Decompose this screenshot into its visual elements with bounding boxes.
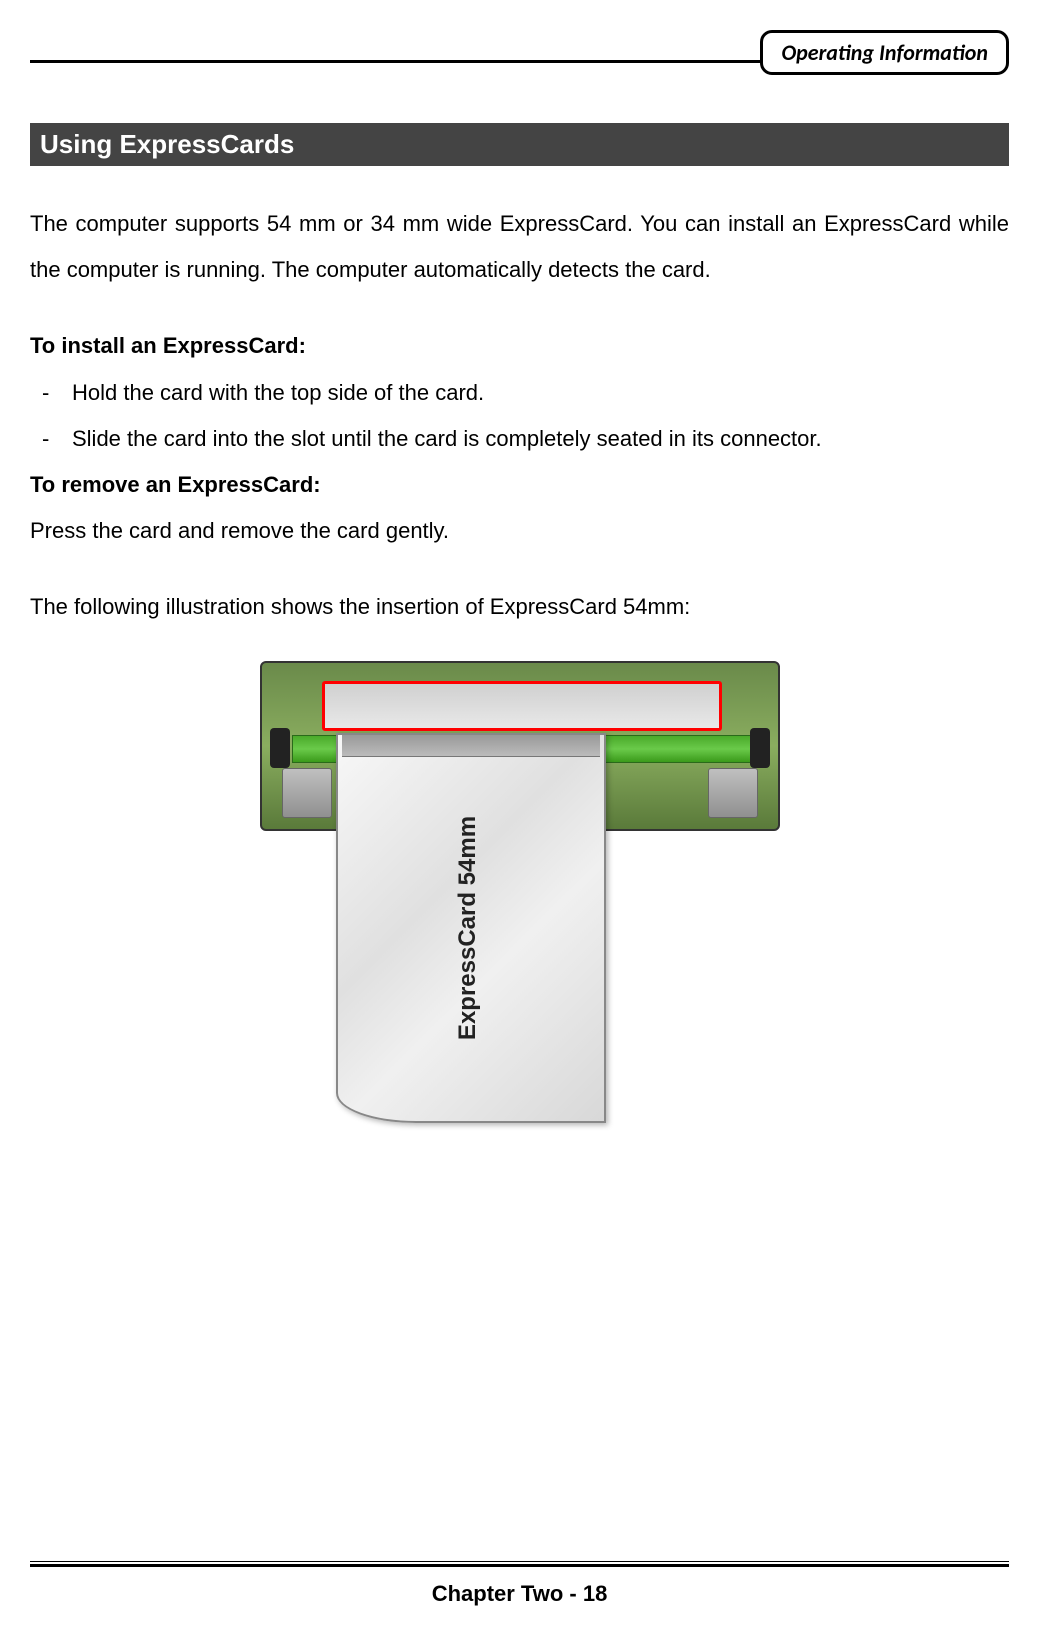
- slot-highlight: [322, 681, 722, 731]
- list-item: Slide the card into the slot until the c…: [30, 416, 1009, 462]
- list-item: Hold the card with the top side of the c…: [30, 370, 1009, 416]
- card-label: ExpressCard 54mm: [454, 815, 482, 1039]
- footer-rule-thick: [30, 1564, 1009, 1567]
- install-steps-list: Hold the card with the top side of the c…: [30, 370, 1009, 462]
- slot-screw-left: [270, 728, 290, 768]
- intro-paragraph: The computer supports 54 mm or 34 mm wid…: [30, 201, 1009, 293]
- slot-side-right: [708, 768, 758, 818]
- remove-text: Press the card and remove the card gentl…: [30, 508, 1009, 554]
- illustration-container: ExpressCard 54mm: [30, 661, 1009, 1121]
- install-heading: To install an ExpressCard:: [30, 323, 1009, 369]
- card-connector: [342, 735, 600, 757]
- slot-side-left: [282, 768, 332, 818]
- express-card: ExpressCard 54mm: [336, 733, 606, 1123]
- section-heading: Using ExpressCards: [30, 123, 1009, 166]
- footer-rule-thin: [30, 1561, 1009, 1562]
- header-badge: Operating Information: [760, 30, 1009, 75]
- instructions-block: To install an ExpressCard: Hold the card…: [30, 323, 1009, 554]
- slot-screw-right: [750, 728, 770, 768]
- page-footer: Chapter Two - 18: [30, 1561, 1009, 1607]
- illustration-intro: The following illustration shows the ins…: [30, 584, 1009, 630]
- expresscard-illustration: ExpressCard 54mm: [260, 661, 780, 1121]
- remove-heading: To remove an ExpressCard:: [30, 462, 1009, 508]
- footer-text: Chapter Two - 18: [30, 1581, 1009, 1607]
